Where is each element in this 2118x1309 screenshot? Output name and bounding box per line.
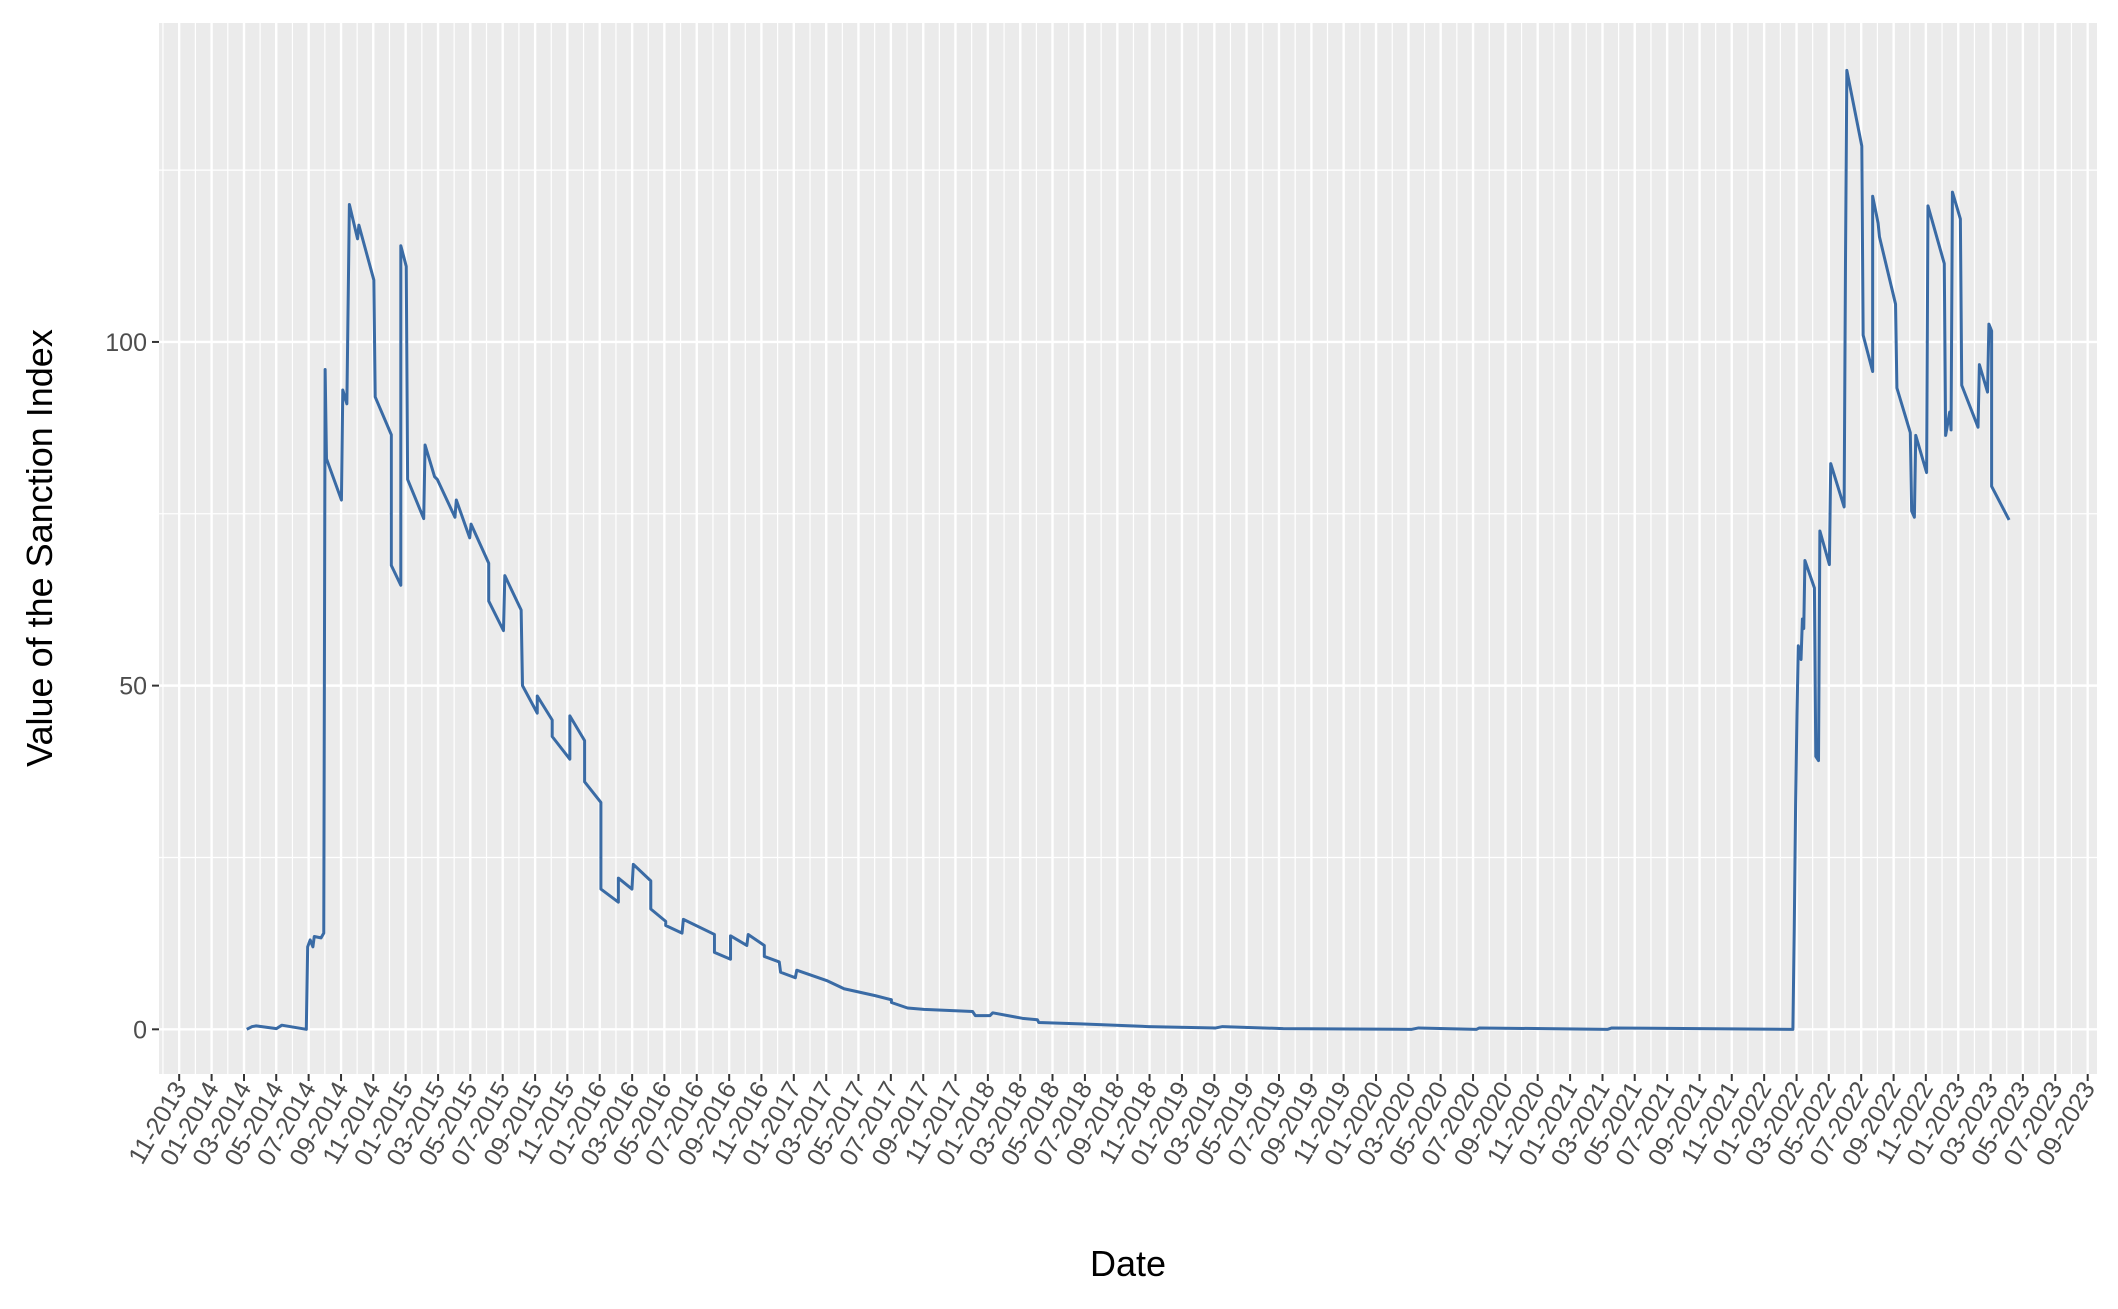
y-tick-label: 100 (105, 329, 147, 357)
data-line (246, 68, 2011, 1031)
y-tick-label: 50 (119, 673, 147, 701)
y-tick-label: 0 (133, 1016, 147, 1044)
grid (159, 23, 2097, 1074)
x-axis-title: Date (1090, 1243, 1166, 1284)
panel-background (159, 23, 2097, 1074)
y-axis-title: Value of the Sanction Index (19, 329, 60, 767)
plot-area (246, 68, 2011, 1031)
